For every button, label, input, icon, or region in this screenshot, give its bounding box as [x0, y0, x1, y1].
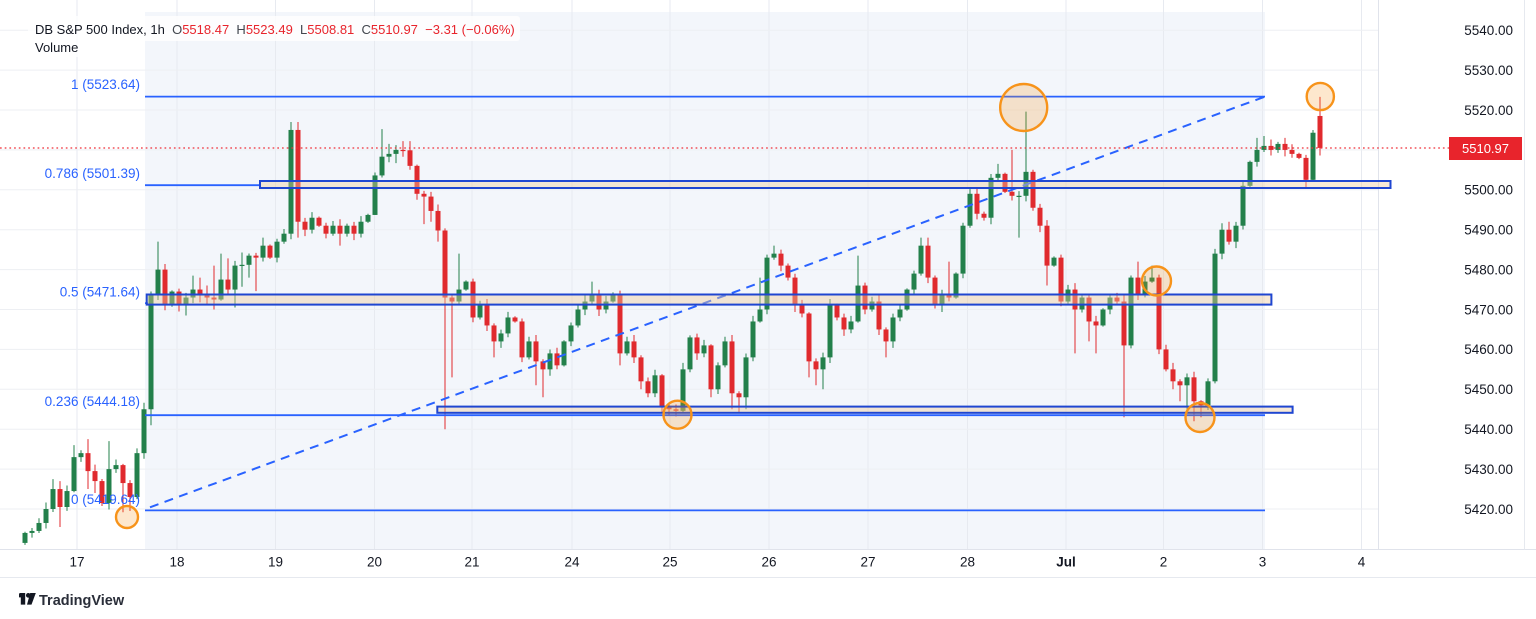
svg-text:20: 20 [367, 555, 382, 570]
svg-text:21: 21 [464, 555, 479, 570]
svg-text:5460.00: 5460.00 [1464, 342, 1513, 357]
svg-text:5520.00: 5520.00 [1464, 103, 1513, 118]
svg-text:5450.00: 5450.00 [1464, 382, 1513, 397]
svg-text:19: 19 [268, 555, 283, 570]
svg-text:2: 2 [1160, 555, 1168, 570]
svg-text:0.236 (5444.18): 0.236 (5444.18) [45, 394, 140, 409]
svg-text:26: 26 [761, 555, 776, 570]
svg-text:5510.97: 5510.97 [1462, 141, 1509, 156]
svg-text:DB S&P 500 Index, 1h O5518.47: DB S&P 500 Index, 1h O5518.47 H5523.49 L… [35, 22, 515, 37]
svg-text:5490.00: 5490.00 [1464, 223, 1513, 238]
svg-text:5500.00: 5500.00 [1464, 183, 1513, 198]
svg-text:1 (5523.64): 1 (5523.64) [71, 77, 140, 92]
svg-text:5430.00: 5430.00 [1464, 462, 1513, 477]
svg-text:5420.00: 5420.00 [1464, 502, 1513, 517]
svg-text:27: 27 [860, 555, 875, 570]
svg-text:0 (5419.64): 0 (5419.64) [71, 492, 140, 507]
svg-text:5480.00: 5480.00 [1464, 262, 1513, 277]
svg-text:0.786 (5501.39): 0.786 (5501.39) [45, 166, 140, 181]
svg-text:Volume: Volume [35, 40, 78, 55]
svg-text:4: 4 [1358, 555, 1366, 570]
svg-text:5470.00: 5470.00 [1464, 302, 1513, 317]
svg-text:24: 24 [564, 555, 580, 570]
svg-text:28: 28 [960, 555, 975, 570]
svg-text:0.5 (5471.64): 0.5 (5471.64) [60, 284, 140, 299]
svg-text:3: 3 [1259, 555, 1267, 570]
svg-text:TradingView: TradingView [39, 593, 125, 609]
svg-text:5540.00: 5540.00 [1464, 23, 1513, 38]
svg-text:5440.00: 5440.00 [1464, 422, 1513, 437]
svg-text:25: 25 [662, 555, 677, 570]
svg-text:Jul: Jul [1056, 555, 1076, 570]
svg-text:5530.00: 5530.00 [1464, 63, 1513, 78]
svg-text:17: 17 [69, 555, 84, 570]
svg-text:18: 18 [169, 555, 184, 570]
